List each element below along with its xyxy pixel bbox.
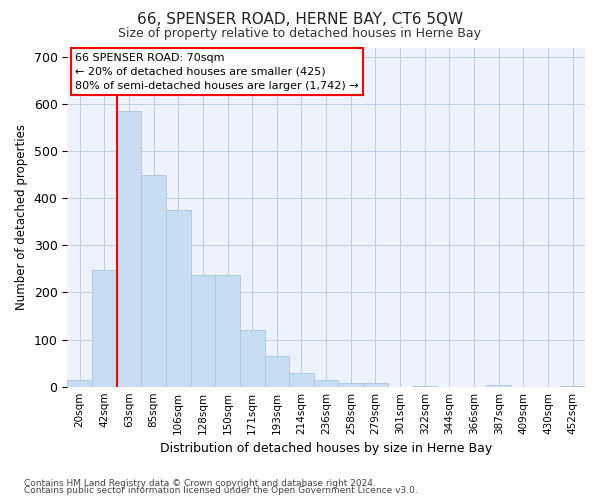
Bar: [215, 274, 240, 386]
Bar: [116, 111, 141, 386]
Bar: [314, 380, 338, 386]
Bar: [289, 372, 314, 386]
Bar: [265, 356, 289, 386]
Bar: [166, 210, 191, 386]
Text: 66, SPENSER ROAD, HERNE BAY, CT6 5QW: 66, SPENSER ROAD, HERNE BAY, CT6 5QW: [137, 12, 463, 28]
Text: Contains public sector information licensed under the Open Government Licence v3: Contains public sector information licen…: [24, 486, 418, 495]
Bar: [338, 384, 363, 386]
Bar: [487, 385, 511, 386]
Bar: [191, 274, 215, 386]
Text: 66 SPENSER ROAD: 70sqm
← 20% of detached houses are smaller (425)
80% of semi-de: 66 SPENSER ROAD: 70sqm ← 20% of detached…: [75, 52, 359, 90]
Bar: [92, 270, 116, 386]
X-axis label: Distribution of detached houses by size in Herne Bay: Distribution of detached houses by size …: [160, 442, 492, 455]
Bar: [240, 330, 265, 386]
Y-axis label: Number of detached properties: Number of detached properties: [15, 124, 28, 310]
Bar: [141, 174, 166, 386]
Text: Contains HM Land Registry data © Crown copyright and database right 2024.: Contains HM Land Registry data © Crown c…: [24, 478, 376, 488]
Bar: [67, 380, 92, 386]
Text: Size of property relative to detached houses in Herne Bay: Size of property relative to detached ho…: [119, 28, 482, 40]
Bar: [363, 383, 388, 386]
